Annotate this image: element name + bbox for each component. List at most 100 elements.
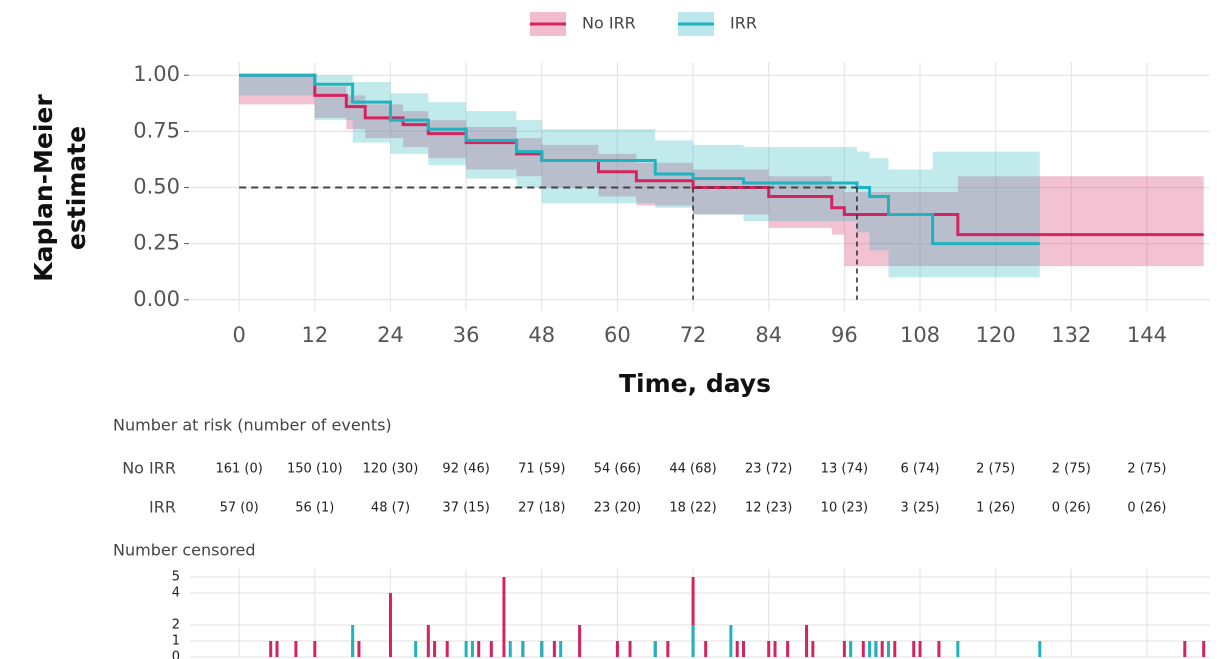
legend-label: IRR [730,14,757,33]
censor-bar [521,641,525,657]
confidence-band [239,75,1204,267]
censor-bar [918,641,922,657]
censor-bar [489,641,493,657]
censor-bar [477,641,481,657]
censor-bar [628,641,632,657]
censor-bar [540,641,544,657]
censor-bar [294,641,298,657]
legend-label: No IRR [582,14,636,33]
risk-table-title: Number at risk (number of events) [113,416,392,435]
risk-cell: 6 (74) [900,462,939,477]
risk-cell: 2 (75) [1052,462,1091,477]
confidence-band [239,75,1040,278]
censor-bar [508,641,512,657]
censor-bar [445,641,449,657]
censor-bar [502,577,506,657]
risk-cell: 37 (15) [442,501,489,516]
y-tick-label: 0 [172,650,180,659]
risk-cell: 2 (75) [1127,462,1166,477]
x-tick-label: 36 [453,323,480,347]
censor-bar [691,625,695,657]
risk-cell: 0 (26) [1052,501,1091,516]
survival-line [239,73,1040,246]
risk-cell: 150 (10) [287,462,343,477]
censor-bar [666,641,670,657]
censor-bar [578,625,582,657]
risk-cell: 56 (1) [295,501,334,516]
censor-bar [615,641,619,657]
censor-bar [388,593,392,657]
y-axis-title: Kaplan-Meier [29,94,58,282]
x-tick-label: 24 [377,323,404,347]
risk-cell: 18 (22) [669,501,716,516]
censor-bar [351,625,355,657]
censor-bar [653,641,657,657]
x-axis-title: Time, days [619,369,771,398]
censor-bar [741,641,745,657]
x-tick-label: 48 [528,323,555,347]
y-tick-label: 0.75 [133,118,180,142]
x-tick-label: 0 [232,323,245,347]
y-tick-label: 0.25 [133,231,180,255]
risk-cell: 54 (66) [594,462,641,477]
censor-bar [805,625,809,657]
x-tick-label: 120 [976,323,1016,347]
y-tick-label: 1 [172,634,180,649]
risk-cell: 10 (23) [821,501,868,516]
censor-bar [470,641,474,657]
censor-bar [1202,641,1206,657]
censor-bar [786,641,790,657]
risk-cell: 120 (30) [363,462,419,477]
risk-cell: 12 (23) [745,501,792,516]
censor-bar [313,641,317,657]
censor-bar [357,641,361,657]
censor-bar [1183,641,1187,657]
y-tick-label: 2 [172,618,180,633]
censor-bar [956,641,960,657]
row-label: No IRR [122,459,176,478]
censor-bar [811,641,815,657]
censor-bar [729,625,733,657]
censored-title: Number censored [113,541,256,560]
y-tick-label: 0.00 [133,287,180,311]
risk-cell: 13 (74) [821,462,868,477]
risk-cell: 71 (59) [518,462,565,477]
risk-cell: 57 (0) [220,501,259,516]
risk-cell: 23 (20) [594,501,641,516]
censor-bar [691,577,695,657]
risk-cell: 3 (25) [900,501,939,516]
censor-bar [414,641,418,657]
censor-bar [874,641,878,657]
x-tick-label: 132 [1051,323,1091,347]
censor-bar [426,625,430,657]
censor-bar [842,641,846,657]
censor-bar [735,641,739,657]
censor-bar [886,641,890,657]
y-tick-label: 1.00 [133,62,180,86]
y-tick-label: 0.50 [133,175,180,199]
x-tick-label: 96 [831,323,858,347]
censor-bar [767,641,771,657]
censor-bar [464,641,468,657]
censor-bar [1038,641,1042,657]
censor-bar [937,641,941,657]
censor-bar [275,641,279,657]
y-axis-title: estimate [62,126,91,250]
y-tick-label: 4 [172,586,180,601]
censor-bar [912,641,916,657]
risk-cell: 161 (0) [215,462,262,477]
x-tick-label: 60 [604,323,631,347]
censor-bar [559,641,563,657]
censor-bar [861,641,865,657]
censor-bar [269,641,273,657]
risk-cell: 48 (7) [371,501,410,516]
row-label: IRR [149,498,176,517]
x-tick-label: 12 [301,323,328,347]
risk-cell: 27 (18) [518,501,565,516]
censor-bar [773,641,777,657]
risk-cell: 0 (26) [1127,501,1166,516]
risk-cell: 2 (75) [976,462,1015,477]
censor-bar [552,641,556,657]
x-tick-label: 108 [900,323,940,347]
censor-bar [849,641,853,657]
